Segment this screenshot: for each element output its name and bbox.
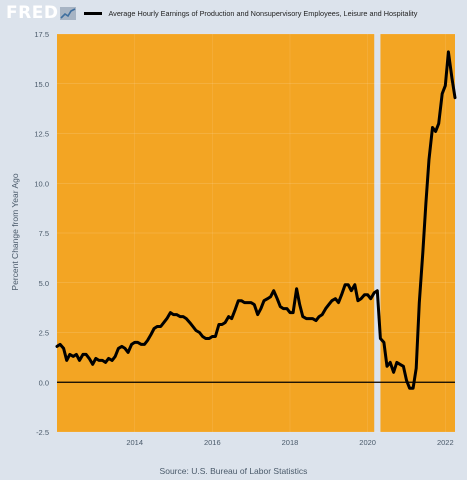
y-tick-label: 12.5 <box>34 130 49 139</box>
y-tick-label: -2.5 <box>36 428 49 437</box>
fred-sparkline-icon <box>60 6 77 20</box>
y-axis-label: Percent Change from Year Ago <box>10 173 20 290</box>
x-tick-label: 2022 <box>437 438 454 447</box>
source-note: Source: U.S. Bureau of Labor Statistics <box>159 466 308 476</box>
y-tick-label: 7.5 <box>39 229 49 238</box>
y-tick-label: 17.5 <box>34 30 49 39</box>
y-tick-label: 10.0 <box>34 179 49 188</box>
x-tick-label: 2020 <box>359 438 376 447</box>
y-tick-label: 2.5 <box>39 329 49 338</box>
x-tick-labels: 2014 2016 2018 2020 2022 <box>126 438 453 447</box>
legend-label: Average Hourly Earnings of Production an… <box>108 8 418 18</box>
recession-band <box>374 34 381 432</box>
y-tick-label: 15.0 <box>34 80 49 89</box>
x-gridlines <box>134 34 446 432</box>
y-tick-label: 0.0 <box>39 378 49 387</box>
chart-header: FRED Average Hourly Earnings of Producti… <box>6 3 417 23</box>
legend-swatch <box>84 11 103 15</box>
x-tick-label: 2014 <box>126 438 143 447</box>
series-line <box>55 50 457 390</box>
y-tick-label: 5.0 <box>39 279 49 288</box>
fred-logo: FRED <box>6 3 59 23</box>
y-tick-labels: -2.5 0.0 2.5 5.0 7.5 10.0 12.5 15.0 17.5 <box>34 30 49 437</box>
x-tick-label: 2018 <box>282 438 299 447</box>
x-tick-label: 2016 <box>204 438 221 447</box>
